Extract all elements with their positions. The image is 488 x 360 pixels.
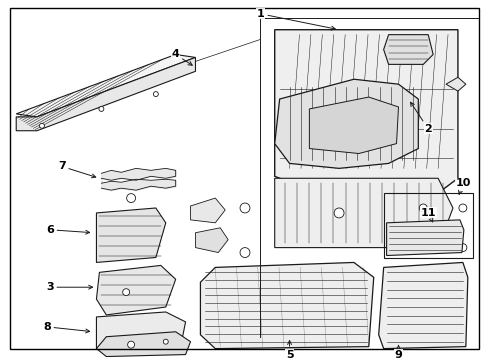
Circle shape: [126, 194, 135, 203]
Circle shape: [458, 244, 466, 252]
Text: 10: 10: [454, 178, 469, 194]
Circle shape: [127, 341, 134, 348]
Text: 4: 4: [171, 49, 192, 65]
Text: 8: 8: [43, 322, 89, 333]
Polygon shape: [96, 312, 185, 348]
Circle shape: [458, 204, 466, 212]
Polygon shape: [195, 228, 228, 253]
Circle shape: [99, 107, 103, 111]
Polygon shape: [16, 54, 195, 117]
Polygon shape: [274, 79, 417, 168]
Polygon shape: [190, 198, 225, 223]
Polygon shape: [386, 220, 463, 256]
Text: 2: 2: [410, 102, 431, 134]
Polygon shape: [96, 332, 190, 356]
Polygon shape: [383, 35, 432, 64]
Text: 3: 3: [46, 282, 92, 292]
Polygon shape: [274, 30, 457, 198]
Circle shape: [163, 339, 168, 344]
Polygon shape: [378, 262, 467, 348]
Polygon shape: [309, 97, 398, 153]
Polygon shape: [200, 262, 373, 348]
Text: 9: 9: [394, 346, 402, 360]
Circle shape: [40, 123, 44, 128]
Circle shape: [122, 289, 129, 296]
Polygon shape: [96, 265, 175, 315]
Polygon shape: [16, 58, 195, 131]
Text: 6: 6: [46, 225, 89, 235]
Polygon shape: [96, 208, 165, 262]
Circle shape: [240, 248, 249, 257]
Circle shape: [333, 208, 344, 218]
Text: 5: 5: [285, 341, 293, 360]
Circle shape: [153, 91, 158, 96]
Polygon shape: [274, 178, 452, 248]
Circle shape: [418, 204, 427, 212]
Text: 7: 7: [58, 161, 96, 178]
Text: 11: 11: [420, 208, 435, 222]
Text: 1: 1: [256, 9, 335, 30]
Circle shape: [240, 203, 249, 213]
Bar: [383, 193, 472, 257]
Polygon shape: [445, 77, 465, 91]
